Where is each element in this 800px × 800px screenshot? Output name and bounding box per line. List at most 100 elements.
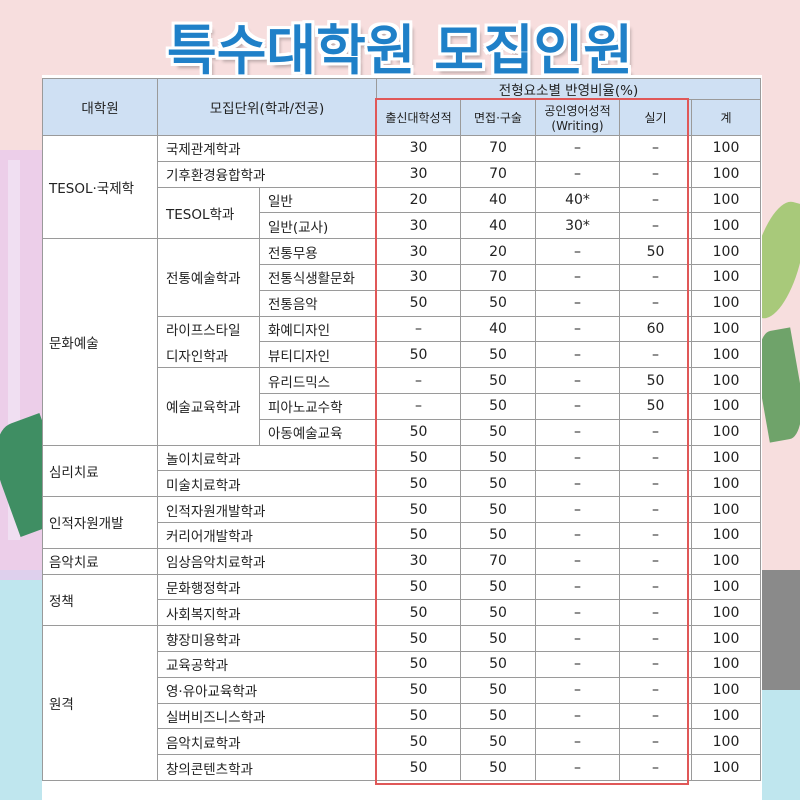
value-cell: 100: [691, 625, 761, 652]
value-cell: 40*: [535, 186, 620, 214]
value-cell: –: [376, 315, 461, 343]
value-cell: 50: [460, 754, 536, 781]
value-cell: –: [619, 728, 692, 756]
value-cell: –: [619, 676, 692, 704]
department-cell: 커리어개발학과: [157, 521, 377, 549]
department-cell: 영·유아교육학과: [157, 676, 377, 704]
value-cell: 50: [460, 625, 536, 652]
value-cell: 50: [619, 392, 692, 420]
table-row: 문화예술 전통예술학과 전통무용 30 20–50 100: [42, 238, 761, 446]
value-cell: 30: [376, 212, 461, 240]
value-cell: –: [535, 625, 620, 652]
value-cell: 100: [691, 186, 761, 214]
value-cell: –: [535, 392, 620, 420]
header-ratio-group: 전형요소별 반영비율(%): [376, 78, 761, 100]
department-cell: 창의콘텐츠학과: [157, 754, 377, 781]
department-cell: 사회복지학과: [157, 599, 377, 627]
value-cell: 100: [691, 212, 761, 240]
department-cell: 놀이치료학과: [157, 444, 377, 472]
value-cell: 100: [691, 521, 761, 549]
table-row: 커리어개발학과 50 50– –100: [43, 521, 761, 549]
value-cell: 50: [460, 496, 536, 523]
value-cell: –: [535, 160, 620, 188]
value-cell: 100: [691, 341, 761, 369]
value-cell: 100: [691, 547, 761, 575]
value-cell: 50: [460, 650, 536, 678]
value-cell: 50: [376, 418, 461, 446]
value-cell: –: [619, 625, 692, 652]
department-cell: 전통예술학과: [157, 238, 260, 317]
value-cell: 70: [460, 263, 536, 291]
value-cell: 50: [460, 367, 536, 394]
major-cell: 일반(교사): [259, 212, 377, 240]
value-cell: –: [535, 135, 620, 162]
plant-pot: [762, 570, 800, 690]
value-cell: 50: [619, 238, 692, 265]
value-cell: –: [535, 521, 620, 549]
department-cell: 기후환경융합학과: [157, 160, 377, 188]
major-cell: 피아노교수학: [259, 392, 377, 420]
table-row: 라이프스타일 화예디자인 –40–60 100: [43, 315, 761, 343]
value-cell: –: [619, 521, 692, 549]
table-row: 영·유아교육학과 50 50– –100: [43, 676, 761, 704]
value-cell: –: [535, 676, 620, 704]
table-row: 일반(교사) 30 40 30* –100: [43, 212, 761, 240]
major-cell: 전통음악: [259, 289, 377, 317]
value-cell: 100: [691, 160, 761, 188]
header-grad-school: 대학원: [42, 78, 158, 136]
value-cell: –: [619, 496, 692, 523]
value-cell: 30: [376, 238, 461, 265]
value-cell: –: [619, 135, 692, 162]
value-cell: 50: [460, 418, 536, 446]
header-col-interview: 면접·구술: [460, 99, 536, 136]
value-cell: 40: [460, 186, 536, 214]
value-cell: 50: [376, 625, 461, 652]
major-cell: 전통무용: [259, 238, 377, 265]
value-cell: 100: [691, 135, 761, 162]
value-cell: 50: [376, 289, 461, 317]
value-cell: 50: [376, 599, 461, 627]
value-cell: 50: [376, 341, 461, 369]
value-cell: 20: [460, 238, 536, 265]
value-cell: 100: [691, 418, 761, 446]
value-cell: 30: [376, 547, 461, 575]
value-cell: 100: [691, 289, 761, 317]
value-cell: –: [619, 212, 692, 240]
table-row: 창의콘텐츠학과 50 50– –100: [43, 754, 761, 781]
department-cell: 문화행정학과: [157, 573, 377, 601]
value-cell: –: [619, 418, 692, 446]
value-cell: 100: [691, 728, 761, 756]
value-cell: –: [619, 444, 692, 472]
value-cell: 50: [460, 702, 536, 730]
value-cell: 100: [691, 367, 761, 394]
header-col-total: 계: [691, 99, 761, 136]
value-cell: –: [535, 547, 620, 575]
value-cell: –: [619, 186, 692, 214]
value-cell: –: [535, 470, 620, 498]
major-cell: 전통식생활문화: [259, 263, 377, 291]
value-cell: –: [535, 754, 620, 781]
value-cell: 50: [376, 728, 461, 756]
value-cell: 50: [460, 728, 536, 756]
table-row: 인적자원개발 인적자원개발학과 50 50– –100: [42, 496, 761, 549]
value-cell: –: [535, 315, 620, 343]
value-cell: –: [619, 160, 692, 188]
value-cell: 50: [460, 521, 536, 549]
header-unit: 모집단위(학과/전공): [157, 78, 377, 136]
value-cell: 50: [376, 650, 461, 678]
value-cell: 100: [691, 392, 761, 420]
value-cell: 100: [691, 754, 761, 781]
value-cell: 50: [460, 392, 536, 420]
value-cell: –: [535, 702, 620, 730]
table-row: 예술교육학과 유리드믹스 –50–50 100: [43, 367, 761, 446]
value-cell: –: [535, 444, 620, 472]
value-cell: –: [535, 263, 620, 291]
table-row: 실버비즈니스학과 50 50– –100: [43, 702, 761, 730]
major-cell: 일반: [259, 186, 377, 214]
department-cell: 인적자원개발학과: [157, 496, 377, 523]
value-cell: 70: [460, 160, 536, 188]
value-cell: 100: [691, 315, 761, 343]
group-cell: 문화예술: [42, 238, 158, 446]
value-cell: 100: [691, 573, 761, 601]
header-col-english: 공인영어성적 (Writing): [535, 99, 620, 136]
